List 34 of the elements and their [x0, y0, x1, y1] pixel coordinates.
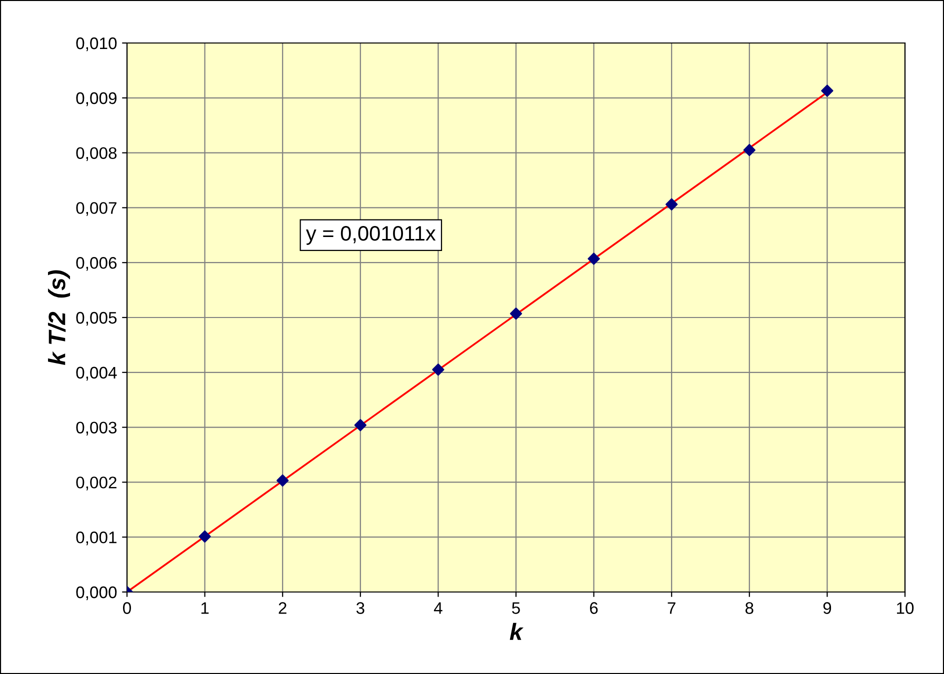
y-tick-label: 0,005	[76, 312, 117, 326]
x-tick-label: 8	[745, 602, 754, 614]
x-tick-label: 10	[897, 602, 914, 614]
x-tick-label: 3	[356, 602, 364, 614]
y-tick-label: 0,008	[76, 147, 117, 161]
point	[743, 144, 756, 156]
x-tick-label: 0	[123, 602, 131, 614]
y-tick-label: 0,004	[76, 366, 117, 381]
x-tick-label: 2	[278, 602, 286, 614]
point	[510, 308, 522, 320]
y-tick-label: 0,009	[76, 92, 116, 106]
y-tick-label: 0,003	[76, 422, 117, 436]
point	[666, 198, 678, 210]
point	[821, 84, 834, 97]
point	[276, 474, 289, 487]
y-tick-label: 0,000	[76, 586, 117, 600]
point	[588, 252, 600, 265]
x-tick-label: 6	[590, 602, 598, 614]
x-tick-label: 4	[434, 602, 442, 614]
y-tick-label: 0,002	[76, 476, 116, 490]
y-axis-title: k T/2 (s)	[48, 270, 70, 365]
x-tick-label: 9	[823, 602, 832, 614]
point	[432, 364, 444, 376]
x-tick-label: 1	[201, 602, 209, 614]
y-tick-label: 0,010	[76, 37, 117, 52]
y-tick-label: 0,006	[76, 257, 117, 271]
annotation: y = 0,001011x	[306, 226, 436, 245]
x-axis-title: k	[510, 622, 524, 640]
point	[198, 530, 211, 543]
x-tick-label: 5	[512, 602, 520, 614]
y-tick-label: 0,001	[76, 532, 116, 546]
x-tick-label: 7	[668, 602, 676, 614]
y-tick-label: 0,007	[76, 202, 116, 216]
point	[354, 419, 366, 432]
